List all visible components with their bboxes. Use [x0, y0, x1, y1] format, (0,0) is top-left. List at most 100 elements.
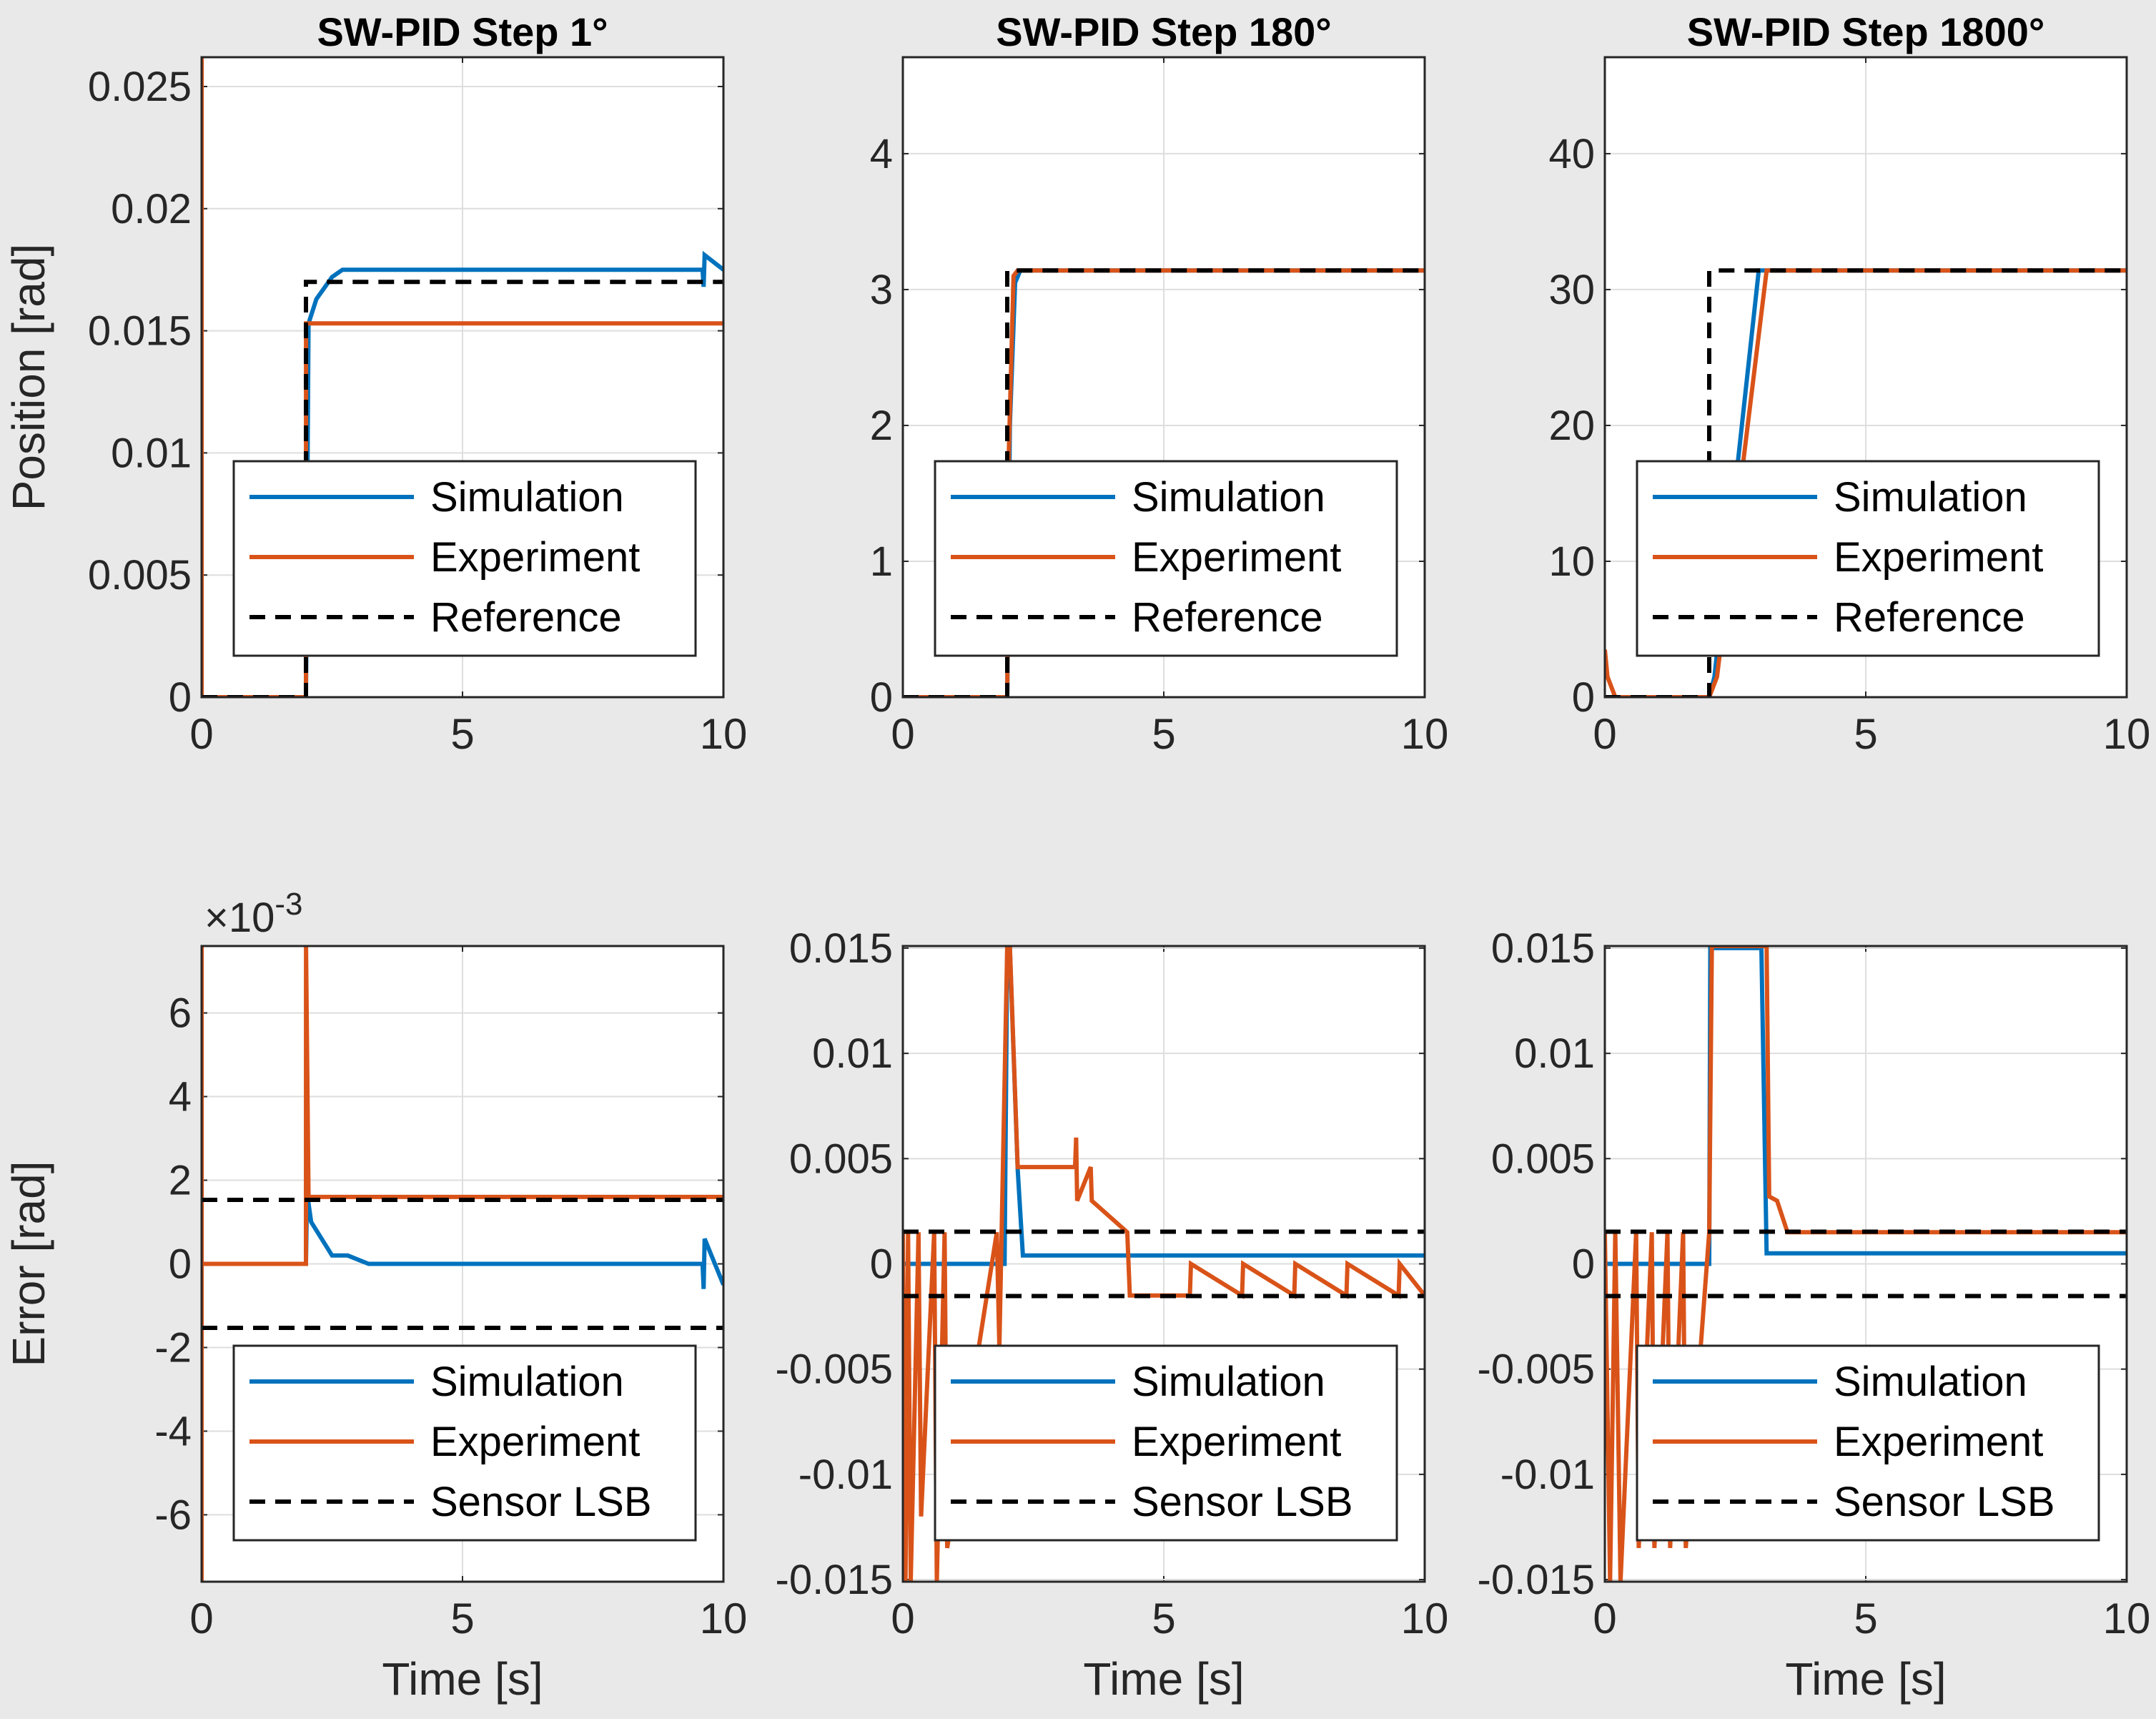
y-tick-label: 4 [169, 1074, 192, 1120]
y-tick-label: -2 [154, 1324, 192, 1371]
y-tick-label: 0 [1572, 674, 1595, 721]
y-axis-label: Position [rad] [3, 244, 54, 511]
subplot-1: 0 5 10 0 0.005 0.01 0.015 0.02 0.025 SW-PID Step … [3, 9, 747, 758]
y-tick-label: -0.015 [776, 1557, 893, 1603]
x-tick-label: 0 [189, 710, 213, 758]
y-axis-label: Error [rad] [3, 1161, 54, 1366]
y-tick-label: 40 [1548, 131, 1595, 177]
axes-frame [1603, 945, 2128, 1583]
series-line-experiment [1605, 268, 2127, 697]
y-tick-label: 2 [870, 403, 893, 449]
legend: Simulation Experiment Sensor LSB [232, 1344, 697, 1542]
legend-entry: Simulation [1834, 1359, 2027, 1405]
x-tick-label: 0 [891, 710, 914, 758]
y-tick-label: 0 [169, 674, 192, 721]
x-tick-label: 0 [1593, 710, 1616, 758]
legend-entry: Simulation [430, 1359, 624, 1405]
x-tick-label: 5 [450, 1595, 474, 1642]
axes-frame [200, 945, 725, 1583]
axes-frame [200, 56, 725, 699]
x-tick-label: 5 [1854, 1595, 1877, 1642]
series-line-experiment [903, 268, 1425, 697]
axes-frame [901, 56, 1426, 699]
y-tick-label: 0.02 [111, 186, 192, 232]
x-tick-label: 10 [700, 1595, 748, 1642]
legend-entry: Experiment [1132, 1419, 1341, 1465]
y-tick-label: 10 [1548, 538, 1595, 585]
x-tick-label: 0 [189, 1595, 213, 1642]
y-tick-label: 3 [870, 267, 893, 313]
legend: Simulation Experiment Reference [1636, 460, 2100, 657]
y-tick-label: -4 [154, 1408, 192, 1454]
legend-entry: Experiment [430, 534, 640, 581]
axes-frame [901, 945, 1426, 1583]
chart-title: SW-PID Step 1800° [1687, 9, 2045, 54]
legend-entry: Experiment [430, 1419, 640, 1465]
legend: Simulation Experiment Sensor LSB [1636, 1344, 2100, 1542]
x-tick-label: 10 [700, 710, 748, 758]
y-tick-label: 4 [870, 131, 893, 177]
axes-frame [1603, 56, 2128, 699]
y-tick-label: 0.01 [812, 1030, 893, 1077]
y-exponent-label: ×10-3 [204, 887, 303, 941]
legend-entry: Simulation [1834, 474, 2027, 521]
chart-title: SW-PID Step 1° [317, 9, 608, 54]
x-tick-label: 10 [1401, 1595, 1449, 1642]
legend-entry: Reference [1132, 594, 1323, 641]
y-tick-label: 0 [870, 674, 893, 721]
legend-entry: Sensor LSB [430, 1479, 652, 1525]
subplot-3: 0 5 10 0 10 20 30 40 SW-PID Step 1800° Simulation… [1548, 9, 2150, 758]
y-tick-label: 6 [169, 990, 192, 1037]
y-tick-label: 0 [1572, 1241, 1595, 1288]
series-line-experiment [903, 946, 1425, 1582]
y-tick-label: 20 [1548, 403, 1595, 449]
y-tick-label: -0.01 [1500, 1452, 1595, 1498]
y-tick-label: 0.015 [789, 925, 893, 972]
x-tick-label: 0 [1593, 1595, 1616, 1642]
x-axis-label: Time [s] [382, 1653, 543, 1705]
legend-entry: Reference [430, 594, 622, 641]
y-tick-label: -0.01 [798, 1452, 893, 1498]
x-axis-label: Time [s] [1785, 1653, 1946, 1705]
y-tick-label: 0.015 [1491, 925, 1595, 972]
y-tick-label: 0.01 [111, 430, 192, 476]
chart-title: SW-PID Step 180° [996, 9, 1331, 54]
legend-entry: Sensor LSB [1132, 1479, 1353, 1525]
x-axis-label: Time [s] [1083, 1653, 1244, 1705]
y-tick-label: -6 [154, 1492, 192, 1538]
legend-entry: Simulation [1132, 474, 1325, 521]
legend-entry: Simulation [430, 474, 624, 521]
subplot-2: 0 5 10 0 1 2 3 4 SW-PID Step 180° Simulation Exper… [870, 9, 1449, 758]
y-tick-label: 0.005 [88, 552, 192, 599]
y-tick-label: 2 [169, 1158, 192, 1204]
legend: Simulation Experiment Reference [232, 460, 697, 657]
legend: Simulation Experiment Sensor LSB [934, 1344, 1398, 1542]
legend-entry: Experiment [1132, 534, 1341, 581]
y-tick-label: -0.015 [1478, 1557, 1595, 1603]
y-tick-label: 0.015 [88, 308, 192, 355]
x-tick-label: 5 [1152, 710, 1175, 758]
subplot-4: 0 5 10 -6 -4 -2 0 2 4 6 Time [s] Error [rad] ×10-3 Si… [3, 887, 747, 1705]
y-tick-label: 30 [1548, 267, 1595, 313]
y-tick-label: 0.025 [88, 64, 192, 110]
legend: Simulation Experiment Reference [934, 460, 1398, 657]
x-tick-label: 10 [2103, 1595, 2151, 1642]
legend-entry: Simulation [1132, 1359, 1325, 1405]
legend-entry: Experiment [1834, 1419, 2043, 1465]
legend-entry: Experiment [1834, 534, 2043, 581]
x-tick-label: 5 [1152, 1595, 1175, 1642]
x-tick-label: 10 [1401, 710, 1449, 758]
y-tick-label: 1 [870, 538, 893, 585]
y-tick-label: 0.01 [1514, 1030, 1595, 1077]
legend-entry: Reference [1834, 594, 2025, 641]
x-tick-label: 0 [891, 1595, 914, 1642]
y-tick-label: -0.005 [776, 1346, 893, 1393]
y-tick-label: 0.005 [1491, 1136, 1595, 1182]
x-tick-label: 10 [2103, 710, 2151, 758]
y-tick-label: 0 [169, 1241, 192, 1288]
x-tick-label: 5 [450, 710, 474, 758]
y-tick-label: 0 [870, 1241, 893, 1288]
subplot-6: 0 5 10 -0.015 -0.01 -0.005 0 0.005 0.01 0.015 Time… [1478, 925, 2151, 1705]
x-tick-label: 5 [1854, 710, 1877, 758]
